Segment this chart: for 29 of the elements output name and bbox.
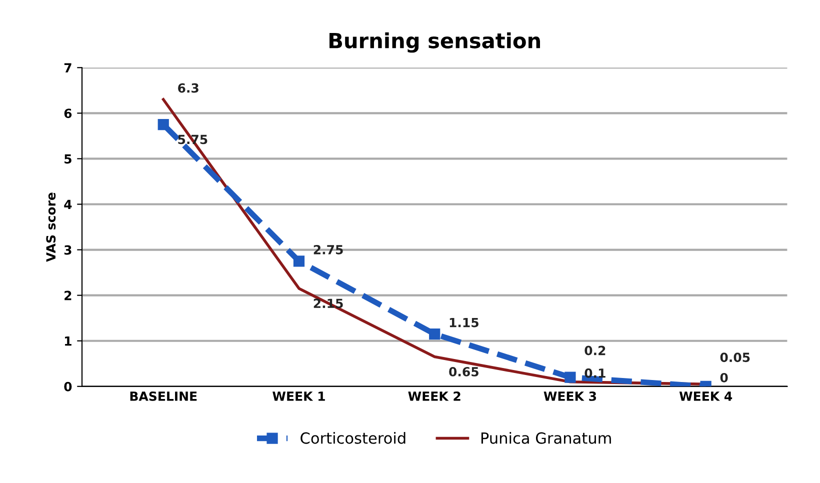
x-tick-label: WEEK 2 bbox=[408, 391, 460, 401]
data-label: 1.15 bbox=[450, 318, 478, 328]
y-tick-label: 4 bbox=[64, 200, 72, 209]
x-tick-label: BASELINE bbox=[130, 391, 197, 401]
y-tick-label: 0 bbox=[64, 382, 72, 392]
data-label: 2.75 bbox=[314, 244, 343, 254]
y-tick-label: 6 bbox=[64, 108, 72, 118]
y-tick-label: 5 bbox=[64, 154, 72, 164]
y-tick-label: 3 bbox=[64, 245, 72, 255]
x-tick-label: WEEK 1 bbox=[272, 392, 325, 401]
x-tick-label: WEEK 3 bbox=[544, 391, 596, 401]
data-label: 0.65 bbox=[449, 366, 478, 376]
data-label: 0.1 bbox=[584, 368, 606, 378]
y-tick-label: 2 bbox=[64, 290, 72, 300]
data-label: 0.2 bbox=[584, 346, 606, 356]
legend-label: Punica Granatum bbox=[481, 432, 611, 444]
point bbox=[158, 118, 169, 130]
point bbox=[293, 256, 305, 267]
chart-title: Burning sensation bbox=[330, 32, 540, 53]
point bbox=[564, 372, 576, 383]
data-label: 0 bbox=[720, 372, 728, 382]
data-label: 6.3 bbox=[178, 83, 198, 93]
data-label: 0.05 bbox=[720, 352, 750, 362]
y-tick-label: 7 bbox=[64, 63, 72, 72]
y-tick-label: 1 bbox=[64, 336, 72, 346]
point bbox=[429, 328, 440, 340]
y-axis-title: VAS score bbox=[46, 192, 56, 262]
x-tick-label: WEEK 4 bbox=[679, 392, 732, 401]
legend-label: Corticosteroid bbox=[300, 432, 406, 444]
